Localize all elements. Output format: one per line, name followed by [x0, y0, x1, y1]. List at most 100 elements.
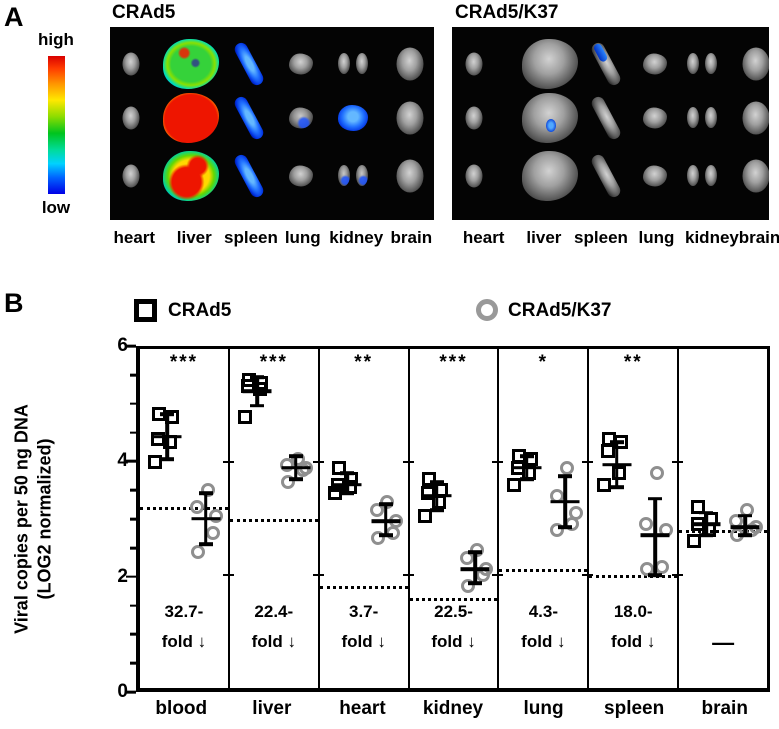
- error-bar-cap: [558, 474, 573, 478]
- crad5-data-point: [600, 443, 615, 458]
- legend-circle-marker-icon: [476, 299, 498, 321]
- brain-organ: [396, 159, 424, 193]
- divider-tick: [672, 460, 684, 464]
- organ-label-row-crad5-k37: heart liver spleen lung kidney brain: [452, 228, 779, 250]
- brain-organ: [742, 47, 769, 81]
- crad5-data-point: [687, 534, 702, 549]
- error-bar-cap: [250, 375, 265, 380]
- significance-stars: ***: [439, 352, 468, 373]
- kidney-lobe: [356, 164, 368, 186]
- crad5-data-point: [421, 471, 436, 486]
- divider-tick: [492, 573, 504, 577]
- organ-image-crad5-k37: [452, 27, 769, 220]
- liver-organ: [522, 150, 579, 201]
- kidney-lobe: [687, 52, 700, 74]
- crad5-k37-data-point: [560, 460, 575, 475]
- crad5-k37-data-point: [640, 562, 655, 577]
- y-minor-tick: [130, 546, 136, 550]
- color-scale-low-label: low: [41, 198, 71, 217]
- fold-change-value: 4.3-: [528, 601, 559, 621]
- x-label-kidney: kidney: [422, 698, 484, 719]
- blue-signal-spot: [545, 118, 556, 132]
- error-bar-cap: [648, 573, 663, 577]
- mean-line: [152, 434, 182, 439]
- kidney-lobe: [687, 106, 700, 128]
- kidney-lobe: [338, 52, 350, 74]
- blue-signal-streak: [592, 42, 609, 63]
- color-scale: high low: [30, 30, 82, 218]
- mean-line: [602, 463, 632, 467]
- divider-tick: [582, 460, 594, 464]
- spleen-organ: [589, 94, 623, 142]
- organ-label-liver: liver: [176, 228, 212, 247]
- color-scale-gradient-bar: [47, 56, 65, 194]
- kidney-organ: [338, 104, 368, 131]
- error-bar-cap: [738, 513, 753, 518]
- y-minor-tick: [130, 604, 136, 607]
- column-spleen: ** 18.0- fold ↓: [589, 349, 684, 688]
- spleen-organ: [232, 40, 266, 88]
- crad5-data-point: [612, 466, 627, 481]
- kidney-organ: [687, 164, 718, 187]
- image-title-crad5-k37: CRAd5/K37: [455, 2, 559, 23]
- mean-line: [512, 465, 542, 470]
- crad5-k37-data-point: [459, 551, 474, 566]
- y-minor-tick: [130, 373, 136, 377]
- crad5-k37-data-point: [655, 559, 670, 574]
- panel-a-label: A: [4, 2, 24, 32]
- divider-tick: [672, 573, 684, 577]
- error-bar-cap: [339, 491, 354, 495]
- error-bar-cap: [468, 550, 483, 555]
- dotted-baseline: [679, 529, 768, 533]
- y-axis-title-line2: (LOG2 normalized): [34, 438, 54, 600]
- kidney-lobe: [705, 164, 718, 186]
- heart-organ: [122, 52, 140, 76]
- mean-line: [242, 389, 272, 394]
- crad5-k37-data-point: [205, 525, 220, 540]
- crad5-data-point: [507, 477, 522, 492]
- crad5-k37-data-point: [370, 531, 385, 546]
- fold-change-arrow: fold ↓: [161, 632, 207, 652]
- fold-change-arrow: fold ↓: [611, 632, 656, 652]
- legend-square-marker-icon: [134, 299, 157, 322]
- y-tick-label-2: 2: [117, 565, 128, 587]
- heart-organ: [122, 164, 140, 188]
- legend-label-crad5-k37: CRAd5/K37: [508, 300, 612, 321]
- mean-line: [460, 567, 490, 572]
- organ-label-lung: lung: [284, 228, 321, 247]
- significance-stars: ***: [169, 352, 199, 373]
- liver-organ: [163, 150, 219, 201]
- mean-line: [550, 499, 580, 504]
- crad5-k37-data-point: [565, 517, 580, 532]
- crad5-k37-data-point: [460, 579, 475, 594]
- spleen-organ: [232, 152, 266, 199]
- y-major-tick: [126, 575, 136, 578]
- brain-organ: [742, 159, 769, 193]
- kidney-organ: [338, 164, 368, 187]
- organ-label-lung: lung: [638, 228, 675, 247]
- error-bar-cap: [738, 533, 753, 538]
- fold-change-value: 18.0-: [613, 601, 653, 621]
- significance-stars: **: [354, 352, 374, 373]
- divider-tick: [492, 460, 504, 464]
- dotted-baseline: [409, 597, 498, 601]
- liver-organ: [522, 38, 579, 89]
- x-label-brain: brain: [701, 698, 748, 719]
- y-tick-label-4: 4: [117, 450, 128, 472]
- error-bar-cap: [160, 457, 175, 461]
- significance-stars: **: [623, 352, 643, 373]
- crad5-data-point: [147, 455, 162, 469]
- panel-b-label: B: [4, 288, 24, 318]
- divider-tick: [582, 573, 594, 577]
- organ-label-heart: heart: [462, 228, 505, 247]
- y-minor-tick: [130, 632, 136, 636]
- x-label-spleen: spleen: [604, 698, 665, 719]
- x-label-liver: liver: [252, 698, 292, 719]
- dotted-baseline: [589, 575, 678, 578]
- y-axis-title-line1: Viral copies per 50 ng DNA: [11, 404, 32, 634]
- heart-organ: [122, 106, 140, 130]
- crad5-k37-data-point: [639, 517, 654, 532]
- brain-organ: [396, 47, 424, 81]
- error-bar-cap: [519, 477, 534, 481]
